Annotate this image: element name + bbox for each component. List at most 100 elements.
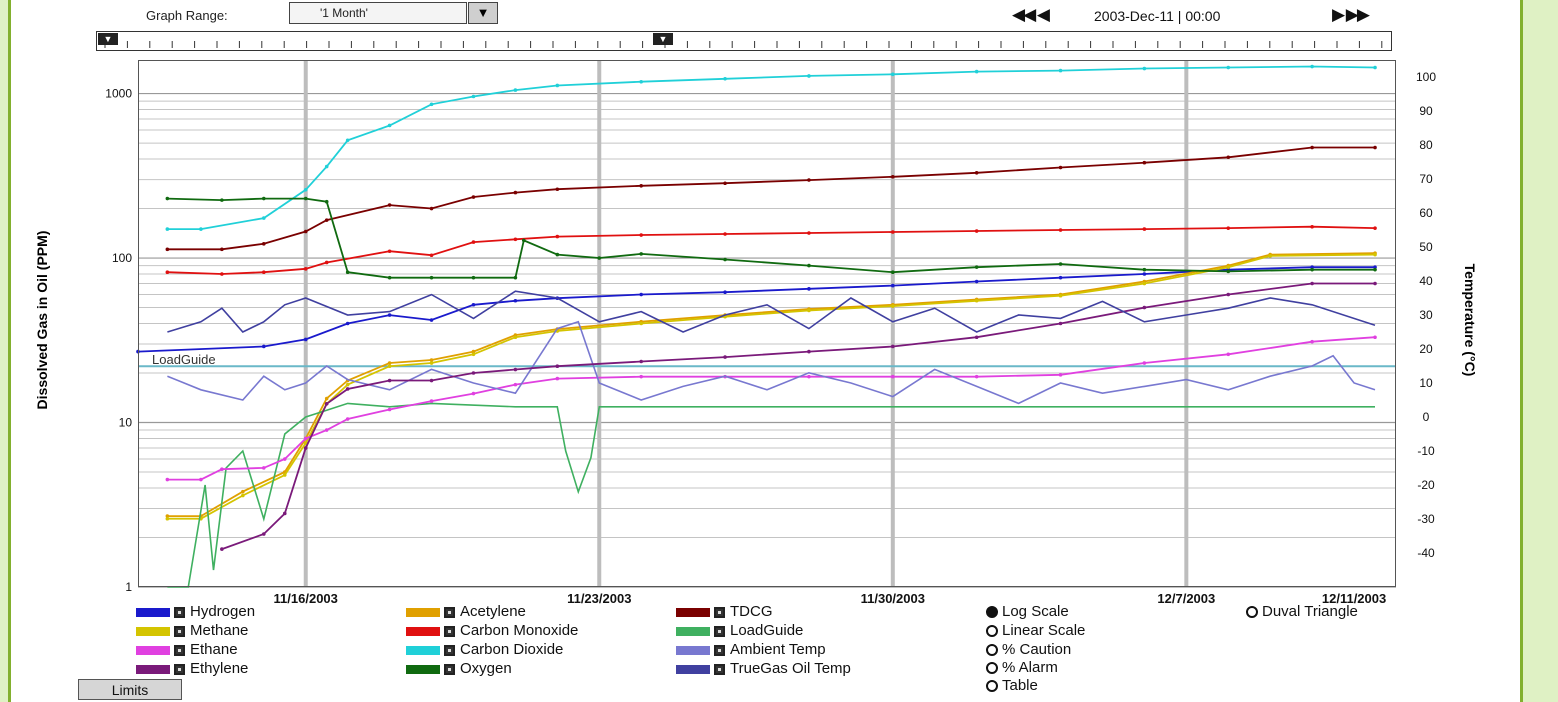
swatch-ambient-temp (676, 645, 710, 655)
time-slider[interactable] (96, 31, 1392, 51)
nav-back-buttons[interactable]: ◀◀ ◀ (1012, 5, 1050, 24)
checkbox-icon[interactable] (444, 644, 455, 656)
legend-ethane[interactable]: Ethane (136, 641, 238, 658)
data-point-ethane (262, 466, 266, 470)
checkbox-icon[interactable] (714, 606, 725, 618)
legend-label: LoadGuide (730, 622, 804, 639)
data-point-methane (282, 473, 287, 477)
y2-tick-label: 50 (1419, 240, 1433, 254)
data-point-oxygen (220, 198, 224, 202)
data-point-ethylene (807, 349, 811, 354)
data-point-carbon-dioxide (555, 83, 560, 88)
checkbox-icon[interactable] (714, 663, 725, 675)
checkbox-icon[interactable] (444, 625, 455, 637)
data-point-tdcg (262, 242, 266, 246)
data-point-hydrogen (471, 302, 476, 307)
y2-tick-label: 30 (1419, 308, 1433, 322)
data-point-carbon-monoxide (429, 253, 434, 258)
data-point-hydrogen (807, 287, 811, 291)
data-point-carbon-dioxide (807, 74, 811, 78)
plot-frame (138, 60, 1396, 587)
legend-carbon-dioxide[interactable]: Carbon Dioxide (406, 641, 563, 658)
slider-right-handle-icon[interactable]: ▼ (653, 33, 673, 45)
radio-alarm[interactable]: % Alarm (986, 659, 1058, 676)
radio-label: % Alarm (1002, 659, 1058, 676)
checkbox-icon[interactable] (444, 663, 455, 675)
data-point-ethane (282, 457, 287, 461)
legend-carbon-monoxide[interactable]: Carbon Monoxide (406, 622, 578, 639)
data-point-methane (1142, 281, 1147, 286)
data-point-carbon-monoxide (807, 231, 811, 235)
checkbox-icon[interactable] (714, 644, 725, 656)
data-point-ethylene (1226, 292, 1231, 297)
data-point-oxygen (723, 257, 727, 262)
legend-loadguide[interactable]: LoadGuide (676, 622, 803, 639)
data-point-carbon-dioxide (513, 88, 518, 92)
slider-ticks (104, 41, 1383, 48)
radio-duval-triangle[interactable]: Duval Triangle (1246, 603, 1358, 620)
x-tick-label: 12/7/2003 (1157, 591, 1215, 606)
checkbox-icon[interactable] (174, 663, 185, 675)
data-point-carbon-monoxide (974, 229, 979, 233)
data-point-oxygen (1142, 267, 1147, 272)
data-point-acetylene (241, 489, 245, 494)
nav-date-display: 2003-Dec-11 | 00:00 (1094, 8, 1221, 24)
legend-truegas-oil-temp[interactable]: TrueGas Oil Temp (676, 660, 851, 677)
series-line-loadguide (167, 402, 1375, 588)
data-point-tdcg (1310, 145, 1314, 150)
radio-caution[interactable]: % Caution (986, 641, 1071, 658)
data-point-carbon-monoxide (262, 270, 266, 275)
data-point-ethylene (723, 355, 727, 359)
swatch-acetylene (406, 607, 440, 617)
legend-ethylene[interactable]: Ethylene (136, 660, 248, 677)
y2-tick-label: 0 (1423, 410, 1430, 424)
radio-table[interactable]: Table (986, 677, 1038, 694)
data-point-ethane (345, 417, 350, 421)
data-point-ethylene (262, 532, 266, 536)
checkbox-icon[interactable] (174, 606, 185, 618)
legend-label: Ethylene (190, 660, 249, 677)
checkbox-icon[interactable] (174, 644, 185, 656)
slider-left-handle-icon[interactable]: ▼ (98, 33, 118, 45)
legend-methane[interactable]: Methane (136, 622, 248, 639)
data-point-ethane (555, 376, 560, 381)
checkbox-icon[interactable] (444, 606, 455, 618)
data-point-ethane (429, 399, 434, 403)
checkbox-icon[interactable] (174, 625, 185, 637)
data-point-ethylene (639, 359, 643, 364)
radio-log-scale[interactable]: Log Scale (986, 603, 1069, 620)
data-point-oxygen (1373, 267, 1377, 272)
legend-oxygen[interactable]: Oxygen (406, 660, 512, 677)
data-point-ethane (471, 391, 476, 396)
y-tick-label: 10 (119, 416, 133, 430)
y-tick-label: 1000 (105, 87, 132, 101)
data-point-carbon-monoxide (1142, 227, 1147, 231)
data-point-acetylene (471, 349, 476, 354)
limits-button[interactable]: Limits (78, 679, 182, 700)
x-tick-label: 11/23/2003 (567, 591, 631, 606)
data-point-carbon-monoxide (165, 270, 170, 275)
data-point-carbon-dioxide (324, 164, 329, 169)
legend-tdcg[interactable]: TDCG (676, 603, 773, 620)
data-point-carbon-monoxide (891, 230, 895, 234)
legend-ambient-temp[interactable]: Ambient Temp (676, 641, 826, 658)
data-point-methane (974, 298, 979, 303)
checkbox-icon[interactable] (714, 625, 725, 637)
data-point-carbon-monoxide (1058, 228, 1063, 232)
legend-acetylene[interactable]: Acetylene (406, 603, 526, 620)
x-tick-label: 12/11/2003 (1322, 591, 1386, 606)
data-point-methane (807, 308, 811, 313)
y2-tick-label: -40 (1417, 546, 1435, 560)
graph-range-select[interactable]: '1 Month' (289, 2, 467, 24)
data-point-oxygen (1310, 267, 1314, 272)
series-line-methane (167, 253, 1376, 520)
legend-hydrogen[interactable]: Hydrogen (136, 603, 255, 620)
graph-range-dropdown-icon[interactable]: ▼ (468, 2, 498, 24)
data-point-carbon-dioxide (891, 72, 895, 77)
radio-icon (986, 644, 998, 657)
nav-forward-buttons[interactable]: ▶ ▶▶ (1332, 5, 1370, 24)
data-point-oxygen (1058, 262, 1063, 266)
data-point-methane (241, 493, 245, 498)
data-point-ethylene (471, 371, 476, 375)
radio-linear-scale[interactable]: Linear Scale (986, 622, 1085, 639)
